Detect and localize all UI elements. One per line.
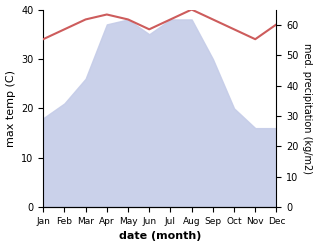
Y-axis label: med. precipitation (kg/m2): med. precipitation (kg/m2): [302, 43, 313, 174]
Y-axis label: max temp (C): max temp (C): [5, 70, 16, 147]
X-axis label: date (month): date (month): [119, 231, 201, 242]
